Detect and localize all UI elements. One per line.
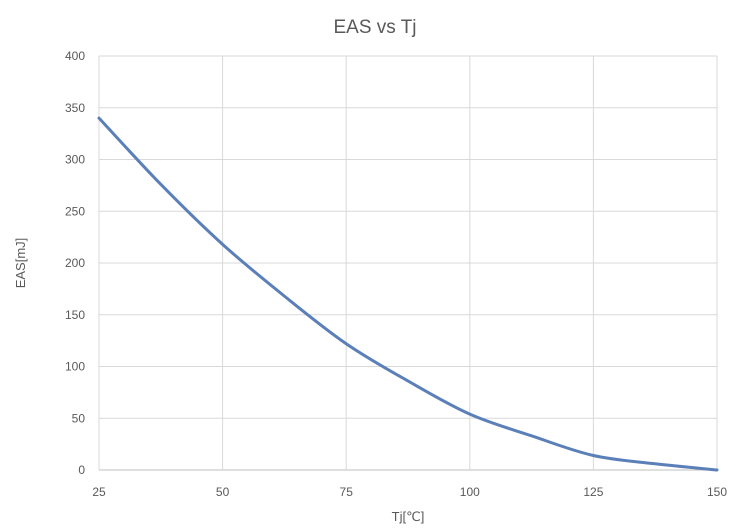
chart-title: EAS vs Tj (333, 17, 416, 38)
y-tick-label: 50 (72, 411, 86, 425)
y-tick-label: 300 (65, 153, 85, 167)
y-tick-label: 150 (65, 308, 85, 322)
y-tick-label: 400 (65, 49, 85, 63)
y-axis-label: EAS[mJ] (13, 238, 28, 289)
x-tick-labels: 25 50 75 100 125 150 (92, 485, 727, 499)
x-tick-label: 125 (583, 485, 603, 499)
x-tick-label: 100 (460, 485, 480, 499)
grid (98, 55, 718, 471)
x-tick-label: 50 (216, 485, 230, 499)
x-axis-label: Tj[℃] (392, 509, 425, 524)
series-layer (97, 116, 719, 472)
y-tick-label: 250 (65, 204, 85, 218)
y-tick-labels: 0 50 100 150 200 250 300 350 400 (65, 49, 85, 477)
y-tick-label: 350 (65, 101, 85, 115)
x-tick-label: 150 (707, 485, 727, 499)
x-tick-label: 75 (340, 485, 354, 499)
y-tick-label: 0 (78, 463, 85, 477)
series-line (97, 116, 719, 472)
x-tick-label: 25 (92, 485, 106, 499)
y-tick-label: 200 (65, 256, 85, 270)
y-tick-label: 100 (65, 360, 85, 374)
